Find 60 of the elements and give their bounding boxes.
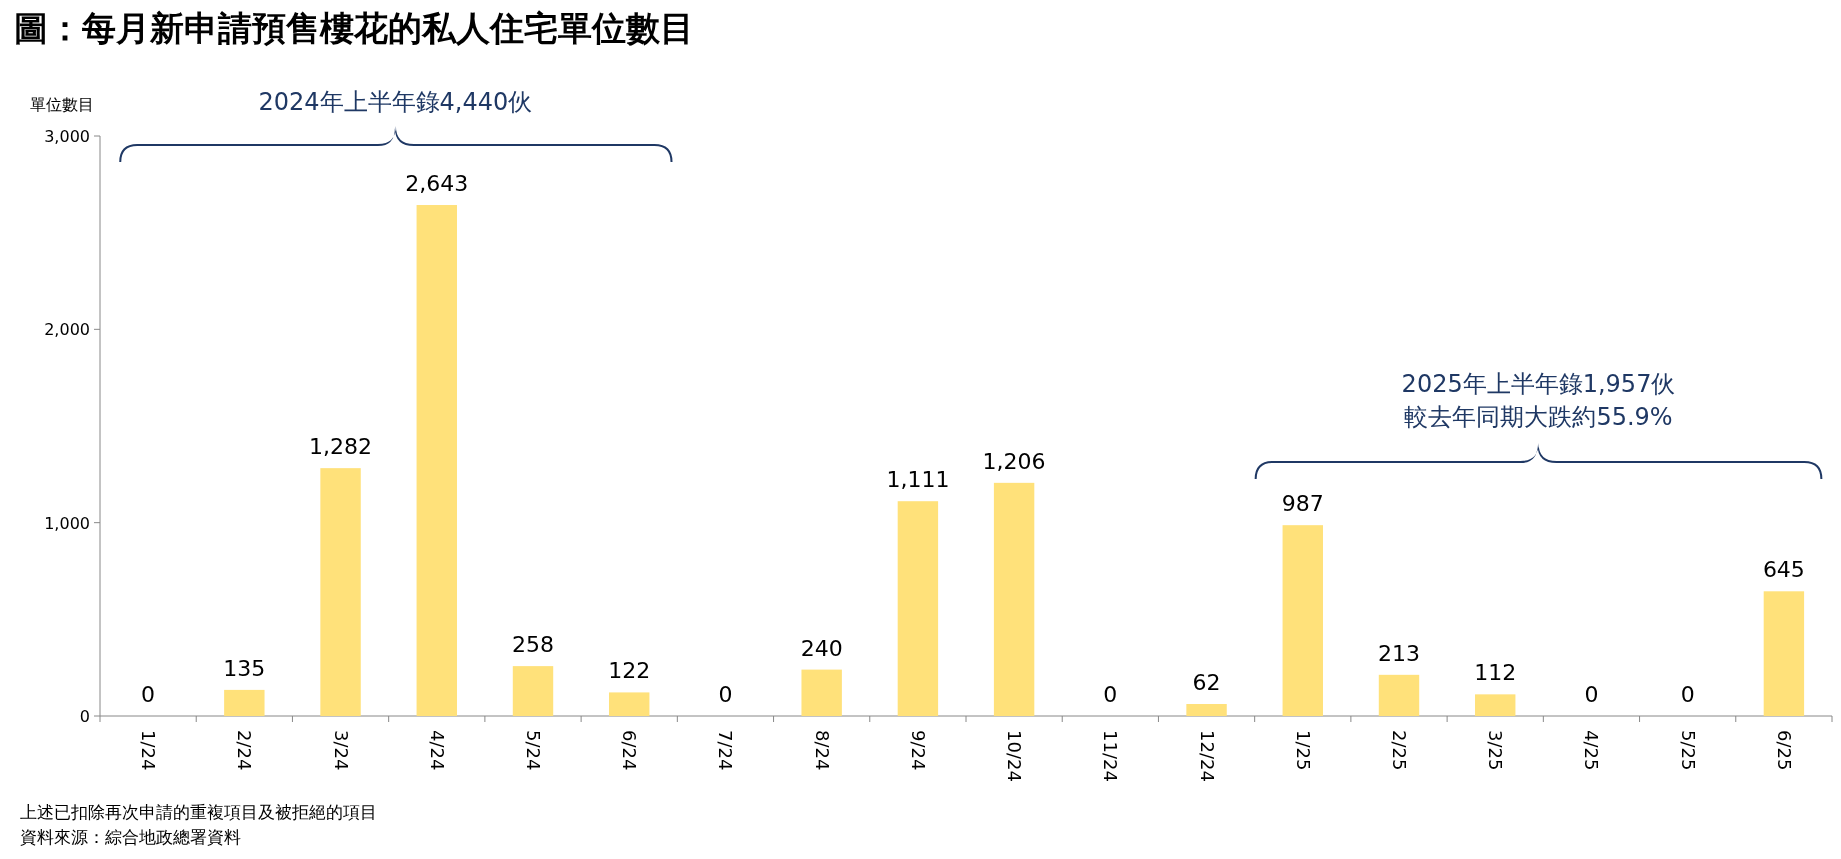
data-label: 0 [141, 682, 156, 707]
annotation: 2025年上半年錄1,957伙 [1401, 370, 1676, 398]
bar [512, 666, 554, 716]
data-label: 1,206 [982, 448, 1046, 474]
bar [1475, 694, 1516, 716]
x-tick-label: 5/25 [1677, 730, 1699, 771]
x-tick-label: 12/24 [1196, 730, 1218, 782]
bar [1378, 674, 1420, 716]
data-label: 258 [512, 632, 554, 658]
chart-title: 圖：每月新申請預售樓花的私人住宅單位數目 [14, 8, 694, 48]
x-tick-label: 3/25 [1485, 730, 1507, 771]
x-tick-label: 11/24 [1100, 730, 1122, 782]
bar [897, 501, 939, 716]
data-label: 122 [608, 658, 651, 684]
bar [609, 692, 650, 716]
x-tick-label: 4/24 [426, 730, 448, 771]
bar [801, 669, 842, 716]
x-tick-label: 5/24 [523, 730, 544, 771]
x-tick-label: 4/25 [1581, 730, 1603, 771]
bar [416, 205, 457, 716]
x-tick-label: 6/25 [1773, 730, 1795, 771]
y-tick-label: 2,000 [44, 320, 90, 340]
data-label: 0 [1680, 682, 1695, 707]
y-tick-label: 1,000 [44, 513, 90, 533]
text: 上述已扣除再次申請的重複項目及被拒絕的項目 [20, 802, 377, 822]
data-label: 135 [223, 655, 266, 681]
bar [1282, 525, 1323, 716]
text: 2024年上半年錄4,440伙 [258, 88, 533, 116]
data-label: 2,643 [405, 171, 469, 197]
x-tick-label: 7/24 [715, 730, 737, 771]
bar [224, 689, 265, 716]
x-tick-label: 3/24 [330, 730, 352, 771]
bar [993, 482, 1035, 716]
data-label: 987 [1281, 491, 1324, 517]
x-tick-label: 1/25 [1292, 730, 1314, 771]
x-tick-label: 6/24 [619, 730, 641, 771]
y-tick-label: 0 [79, 707, 90, 726]
data-label: 62 [1192, 670, 1221, 696]
x-tick-label: 10/24 [1004, 730, 1026, 782]
data-label: 645 [1762, 557, 1805, 583]
x-tick-label: 8/24 [811, 730, 833, 771]
x-tick-label: 2/25 [1389, 730, 1410, 771]
data-label: 0 [1103, 682, 1118, 707]
data-label: 1,282 [309, 434, 373, 460]
x-tick-label: 1/24 [138, 730, 160, 771]
data-label: 213 [1378, 640, 1420, 666]
annotation: 較去年同期大跌約55.9% [1404, 403, 1673, 431]
bar [1763, 591, 1805, 716]
data-label: 0 [1584, 682, 1599, 707]
source-note: 資料來源：綜合地政總署資料 [20, 827, 241, 847]
data-label: 0 [718, 682, 733, 707]
data-label: 1,111 [886, 467, 950, 493]
y-tick-label: 3,000 [44, 127, 90, 146]
y-axis-title: 單位數目 [30, 95, 94, 114]
bar [320, 468, 361, 716]
x-tick-label: 9/24 [907, 730, 929, 771]
x-tick-label: 2/24 [234, 730, 256, 771]
data-label: 112 [1474, 660, 1517, 686]
bar [1186, 704, 1227, 716]
data-label: 240 [800, 635, 843, 661]
